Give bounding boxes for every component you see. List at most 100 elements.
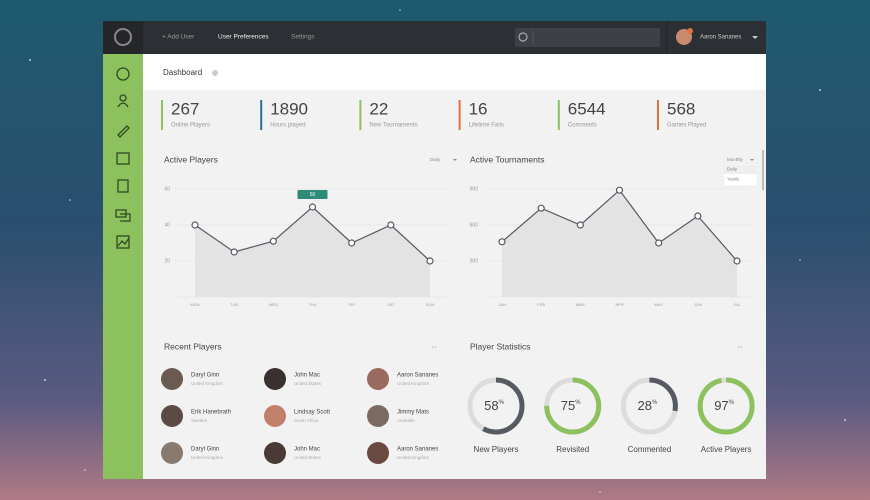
point[interactable] (348, 239, 356, 247)
y-tick-label: 60 (164, 186, 170, 192)
info-icon (212, 70, 218, 76)
player-name[interactable]: Aaron Sananes (397, 373, 438, 379)
player-country: Sweden (191, 418, 208, 423)
x-tick-label: JAN (498, 302, 506, 307)
player-name[interactable]: Erik Hanebrath (191, 410, 231, 416)
period-select[interactable]: Daily (430, 157, 441, 162)
point[interactable] (655, 239, 663, 247)
point[interactable] (537, 204, 545, 212)
x-tick-label: FRI (348, 302, 354, 307)
point[interactable] (694, 212, 702, 220)
point[interactable] (426, 257, 434, 265)
player-name[interactable]: Daryl Ginn (191, 447, 219, 453)
stat-accent (260, 100, 263, 130)
nav-link[interactable]: User Preferences (218, 34, 269, 41)
panel-title: Player Statistics (470, 341, 530, 351)
player-country: Australia (397, 418, 415, 423)
donut-arc (697, 377, 755, 435)
nav-link[interactable]: Settings (291, 34, 315, 41)
player-name[interactable]: Lindsay Scott (294, 410, 330, 416)
player-country: United Kingdom (191, 381, 223, 386)
donut-value: 75% (561, 398, 581, 413)
donut-arc (620, 377, 678, 435)
player-avatar[interactable] (367, 368, 389, 390)
player-name[interactable]: Daryl Ginn (191, 373, 219, 379)
chart-title: Active Players (164, 154, 218, 164)
user-caret (752, 36, 758, 39)
donut-value-number: 97 (714, 398, 728, 413)
point[interactable] (269, 237, 277, 245)
player-avatar[interactable] (367, 405, 389, 427)
donut-arc (544, 377, 602, 435)
player-avatar[interactable] (161, 368, 183, 390)
donut-label: Active Players (701, 445, 752, 454)
player-avatar[interactable] (367, 442, 389, 464)
player-avatar[interactable] (264, 442, 286, 464)
tooltip (297, 190, 328, 199)
player-avatar[interactable] (264, 368, 286, 390)
player-country: South Africa (294, 418, 319, 423)
x-tick-label: MAR (576, 302, 585, 307)
donut-arc (467, 377, 525, 435)
y-tick-label: 900 (470, 186, 479, 192)
x-tick-label: MAY (654, 302, 663, 307)
player-country: United Kingdom (191, 455, 223, 460)
header (143, 54, 766, 90)
y-tick-label: 600 (470, 222, 479, 228)
x-tick-label: JUN (694, 302, 702, 307)
menu-item[interactable]: Daily (727, 167, 738, 172)
point[interactable] (615, 186, 624, 194)
point[interactable] (191, 221, 199, 229)
scrollbar (762, 150, 764, 190)
x-tick-label: APR (615, 302, 623, 307)
panel-title: Recent Players (164, 341, 222, 351)
player-country: United Kingdom (397, 381, 429, 386)
user-name[interactable]: Aaron Sananes (700, 35, 741, 41)
player-country: United States (294, 381, 322, 386)
donut-value-number: 58 (484, 398, 498, 413)
donut-value: 97% (714, 398, 734, 413)
donut-unit: % (652, 400, 658, 406)
menu-item[interactable]: Yearly (727, 177, 740, 182)
point[interactable] (387, 221, 395, 229)
chart-title: Active Tournaments (470, 154, 545, 164)
sidebar-icons[interactable] (115, 67, 131, 249)
player-name[interactable]: Aaron Sananes (397, 447, 438, 453)
player-avatar[interactable] (264, 405, 286, 427)
point[interactable] (308, 203, 317, 211)
donut-unit: % (575, 400, 581, 406)
notification-dot (687, 28, 693, 34)
donut-label: Commented (628, 445, 672, 454)
player-avatar[interactable] (161, 405, 183, 427)
page-title: Dashboard (163, 68, 202, 77)
point[interactable] (733, 257, 741, 265)
stat-label: Online Players (171, 123, 210, 129)
player-name[interactable]: John Mac (294, 447, 320, 453)
player-country: United Kingdom (397, 455, 429, 460)
period-caret (453, 159, 457, 161)
stars (29, 9, 846, 493)
stat-accent (458, 100, 461, 130)
stat-label: Lifetime Fails (469, 123, 504, 129)
point[interactable] (576, 221, 584, 229)
player-name[interactable]: Jimmy Mats (397, 410, 429, 416)
pager[interactable]: ‹ › (432, 344, 437, 350)
search-box[interactable] (515, 28, 660, 47)
point[interactable] (498, 238, 506, 246)
donut-label: Revisited (556, 445, 589, 454)
player-avatar[interactable] (161, 442, 183, 464)
x-tick-label: MON (190, 302, 199, 307)
sidebar (103, 54, 143, 479)
stat-label: New Tournaments (369, 123, 417, 129)
pager[interactable]: ‹ › (738, 344, 743, 350)
search-icon (518, 32, 528, 42)
donut-value-number: 28 (637, 398, 651, 413)
nav-link[interactable]: + Add User (162, 34, 195, 41)
donut-label: New Players (474, 445, 519, 454)
stat-value: 568 (667, 99, 695, 118)
player-name[interactable]: John Mac (294, 373, 320, 379)
point[interactable] (230, 248, 238, 256)
player-country: United States (294, 455, 322, 460)
period-select[interactable]: Monthly (727, 157, 744, 162)
